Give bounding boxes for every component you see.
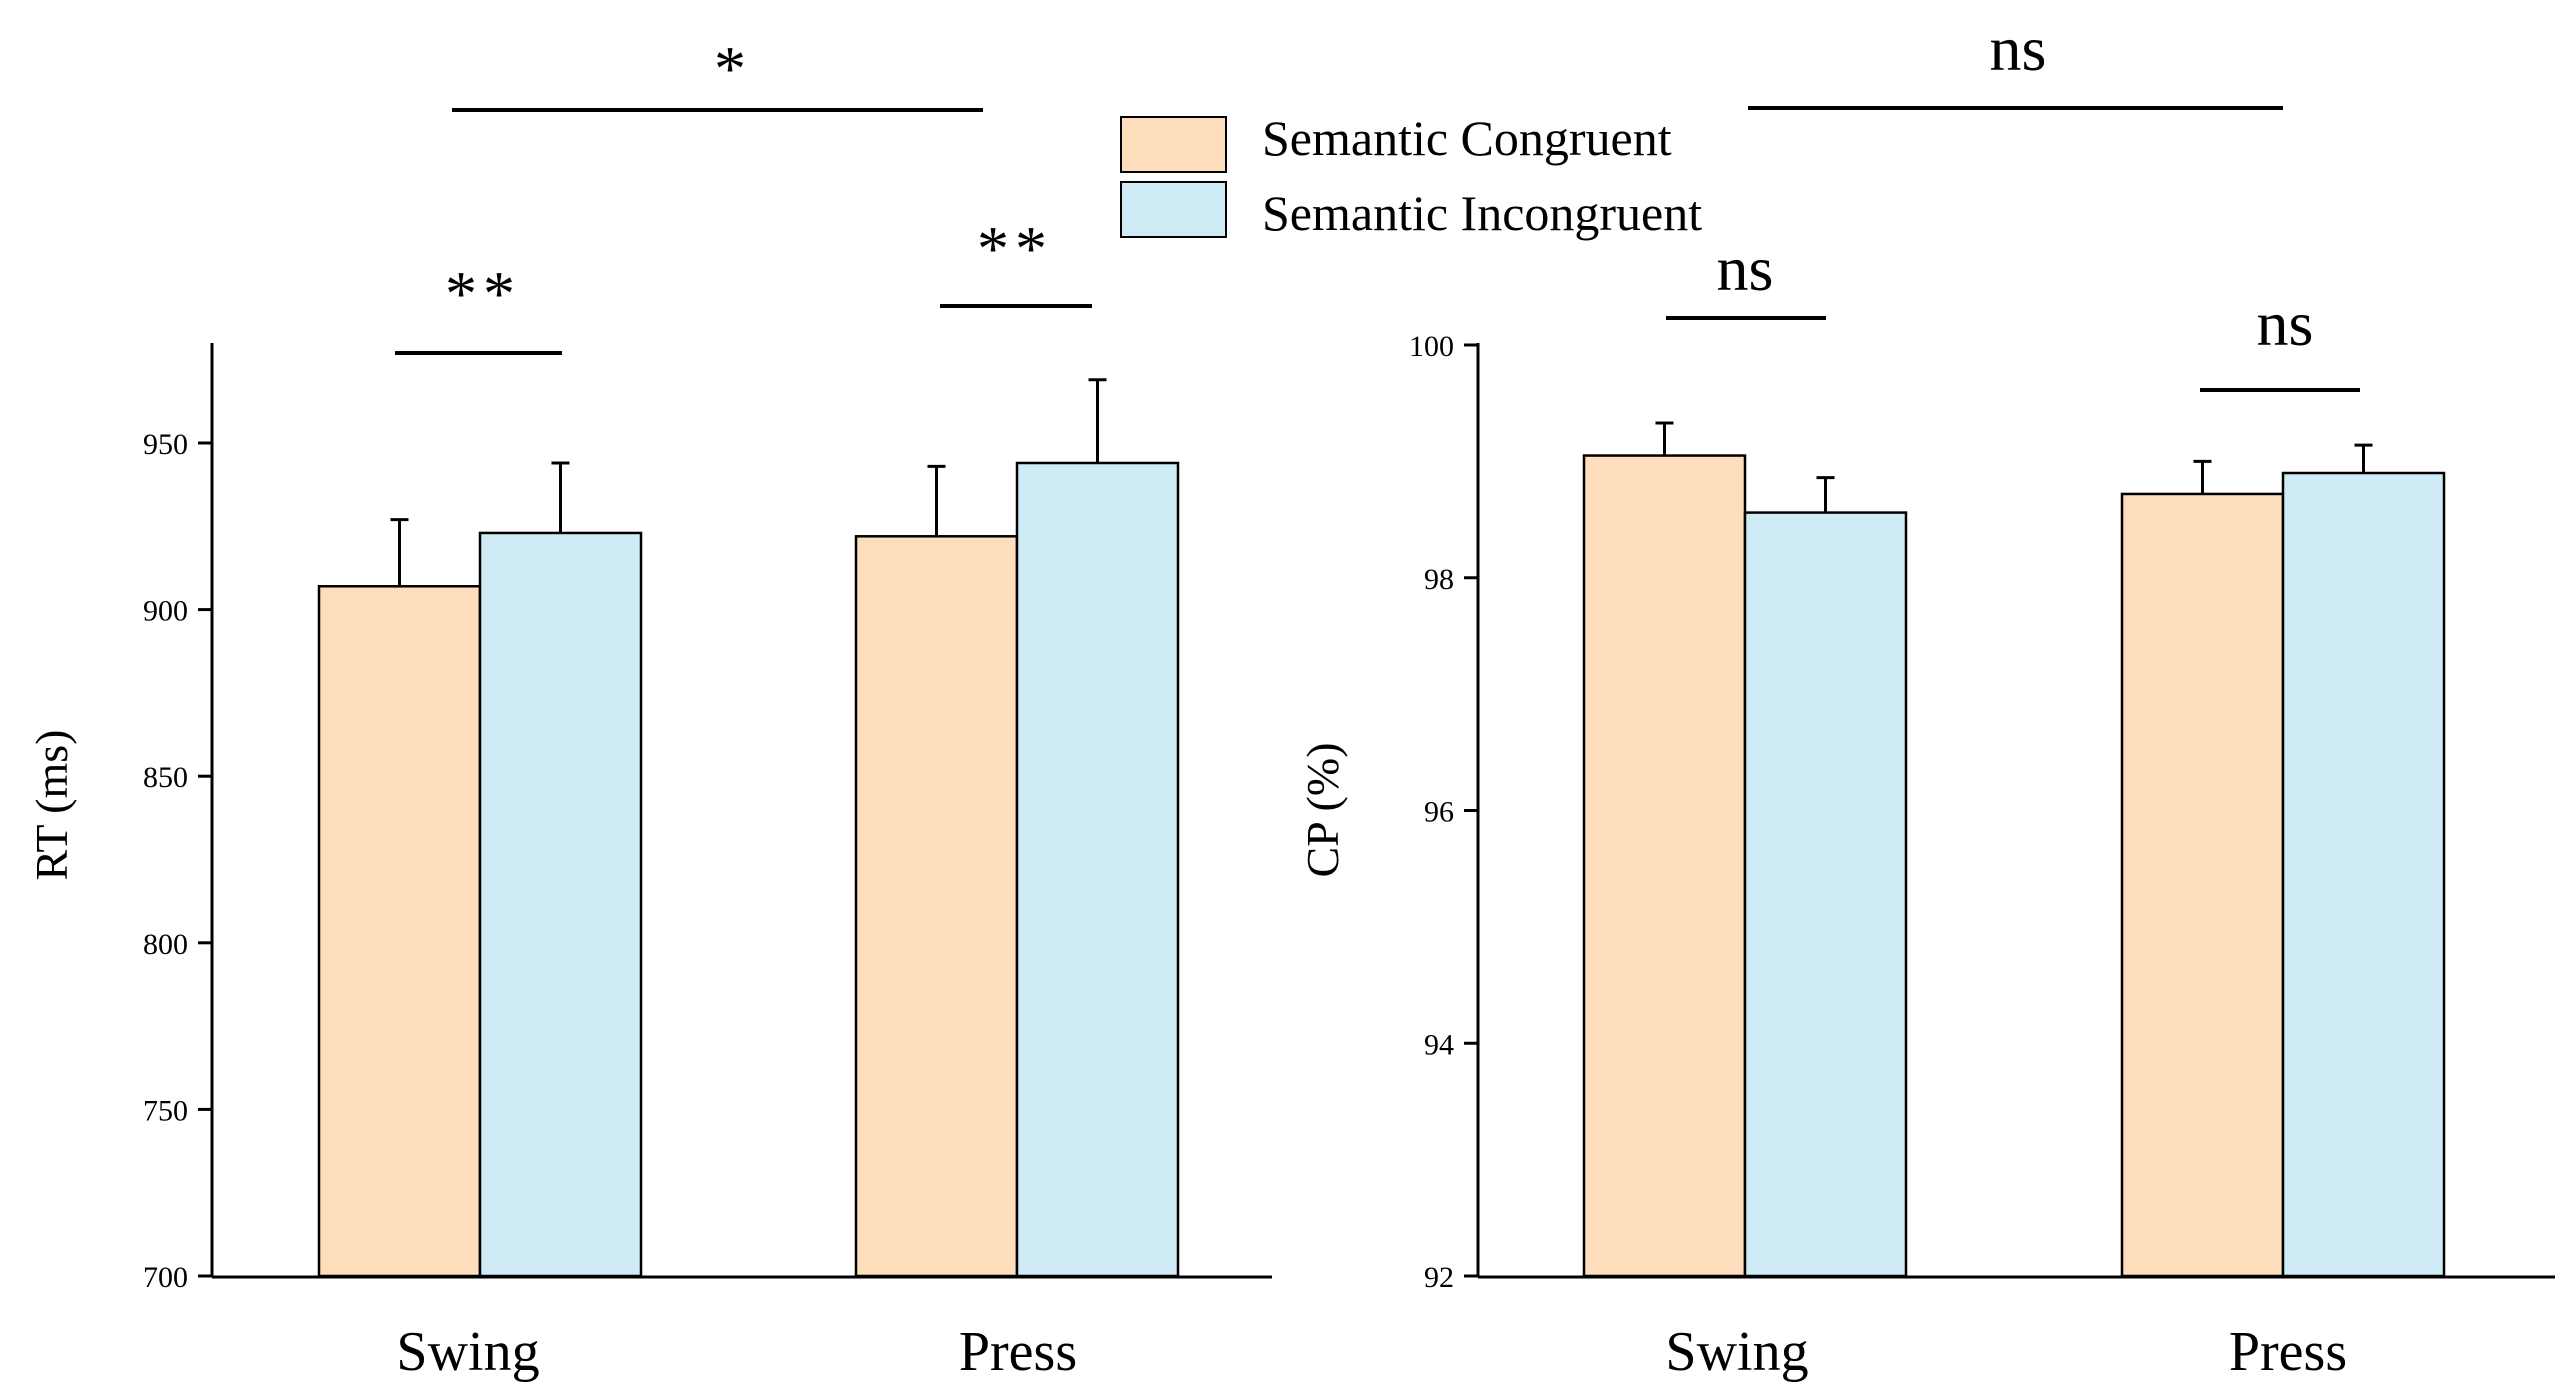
- rt-category-label-swing: Swing: [396, 1321, 539, 1383]
- legend-swatch-incongruent: [1120, 181, 1227, 238]
- cp-y-tick-label: 98: [1424, 563, 1454, 596]
- rt-between-significance: *: [714, 33, 746, 104]
- rt-swing-significance: **: [445, 258, 521, 329]
- rt-y-tick-label: 900: [143, 595, 188, 628]
- cp-between-significance: ns: [1990, 13, 2047, 84]
- rt-press-significance: **: [977, 213, 1053, 284]
- rt-y-axis-label: RT (ms): [26, 729, 77, 880]
- cp-bar-swing-incongruent: [1743, 511, 1908, 1278]
- cp-press-significance: ns: [2257, 288, 2314, 359]
- rt-y-tick-label: 700: [143, 1261, 188, 1294]
- rt-bar-swing-incongruent: [478, 531, 643, 1278]
- rt-bar-press-congruent: [854, 535, 1019, 1278]
- legend-label-congruent: Semantic Congruent: [1262, 110, 1672, 166]
- cp-y-tick-label: 92: [1424, 1261, 1454, 1294]
- rt-y-tick-label: 800: [143, 928, 188, 961]
- rt-bar-press-incongruent: [1015, 461, 1180, 1278]
- cp-y-tick-label: 100: [1409, 330, 1454, 363]
- cp-y-tick-label: 96: [1424, 796, 1454, 829]
- rt-y-tick-label: 750: [143, 1094, 188, 1127]
- rt-y-tick-label: 850: [143, 761, 188, 794]
- rt-category-label-press: Press: [959, 1321, 1077, 1383]
- rt-y-tick-label: 950: [143, 428, 188, 461]
- cp-y-tick-label: 94: [1424, 1028, 1454, 1061]
- cp-y-axis-label: CP (%): [1297, 742, 1348, 877]
- cp-swing-significance: ns: [1717, 233, 1774, 304]
- cp-category-label-press: Press: [2229, 1321, 2347, 1383]
- cp-panel: CP (%) Swing Press ns ns ns 92 94 96 98 100: [1297, 13, 2555, 1383]
- rt-bar-swing-congruent: [317, 585, 482, 1278]
- cp-category-label-swing: Swing: [1665, 1321, 1808, 1383]
- legend-swatch-congruent: [1120, 116, 1227, 173]
- legend: Semantic Congruent Semantic Incongruent: [1120, 110, 1702, 241]
- cp-bar-swing-congruent: [1582, 454, 1747, 1278]
- rt-panel: RT (ms) Swing Press * ** ** 700 750 800 850…: [26, 33, 1272, 1383]
- cp-bar-press-incongruent: [2281, 471, 2446, 1278]
- legend-label-incongruent: Semantic Incongruent: [1262, 185, 1702, 241]
- cp-bar-press-congruent: [2120, 492, 2285, 1278]
